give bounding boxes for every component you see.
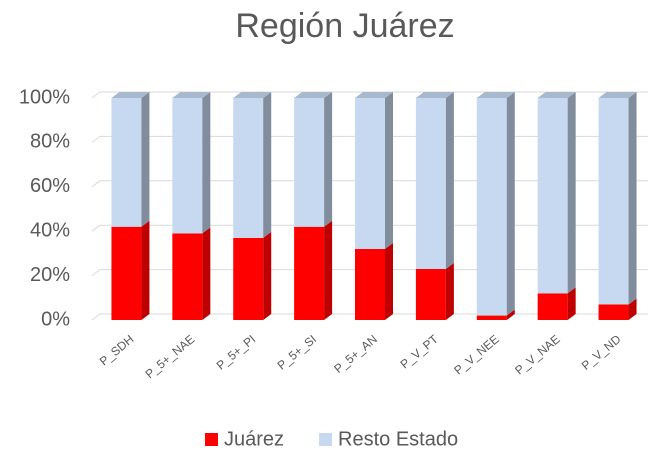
y-tick-label: 80%: [30, 131, 70, 153]
legend-label: Resto Estado: [338, 428, 458, 450]
bar-front: [172, 233, 203, 320]
bar-side: [202, 92, 211, 234]
bar-side: [324, 220, 333, 320]
x-tick-label: P_V_PT: [398, 332, 442, 372]
bar-front: [415, 268, 446, 320]
legend-label: Juárez: [224, 428, 284, 450]
bar-side: [385, 242, 393, 320]
bar-top: [233, 92, 272, 98]
bar-side: [567, 92, 576, 294]
bar-front: [294, 98, 325, 227]
bar-side: [324, 92, 333, 227]
y-tick-label: 100%: [19, 86, 70, 108]
bar-top: [111, 92, 150, 98]
bar-top: [598, 92, 637, 98]
bar-side: [506, 309, 515, 320]
bar-side: [141, 92, 150, 227]
x-tick-label: P_V_NAE: [512, 332, 562, 377]
grid-line: [91, 313, 648, 321]
bar-front: [172, 98, 203, 234]
legend-swatch: [205, 433, 218, 446]
bar-front: [294, 226, 325, 320]
x-tick-label: P_5+_NAE: [143, 332, 198, 381]
x-tick-label: P_V_ND: [579, 332, 624, 373]
bar-side: [567, 287, 576, 320]
bar-side: [628, 92, 637, 305]
x-tick-label: P_V_NEE: [451, 332, 501, 377]
bar-side: [445, 92, 454, 269]
bar-front: [415, 98, 446, 269]
bar-front: [355, 98, 385, 249]
bar-top: [355, 92, 393, 98]
y-tick-label: 20%: [30, 264, 70, 286]
x-tick-label: P_5+_PI: [214, 332, 259, 373]
bar-side: [263, 231, 272, 320]
y-tick-label: 0%: [41, 308, 70, 330]
grid-line: [91, 135, 648, 143]
y-tick-label: 60%: [30, 175, 70, 197]
bar-front: [111, 226, 142, 320]
bar-front: [537, 293, 568, 320]
bar-front: [598, 304, 629, 320]
bar-front: [476, 98, 507, 316]
bar-side: [141, 220, 150, 320]
bar-top: [294, 92, 333, 98]
x-tick-label: P_5+_AN: [331, 332, 380, 376]
bar-top: [415, 92, 454, 98]
grid-line: [91, 224, 648, 232]
grid-line: [91, 180, 648, 188]
bar-front: [537, 98, 568, 294]
x-tick-label: P_5+_SI: [275, 332, 320, 373]
bar-side: [385, 92, 393, 249]
legend-swatch: [319, 433, 333, 446]
bar-front: [476, 315, 507, 320]
bar-front: [598, 98, 629, 305]
bar-side: [628, 298, 637, 320]
bar-side: [506, 92, 515, 316]
bar-front: [233, 237, 264, 320]
x-tick-label: P_SDH: [97, 332, 137, 368]
bar-side: [202, 227, 211, 320]
grid-line: [91, 269, 648, 276]
bar-front: [233, 98, 264, 238]
bar-top: [172, 92, 211, 98]
grid-line: [91, 91, 648, 99]
bar-front: [111, 98, 142, 227]
bar-top: [476, 92, 515, 98]
bar-front: [355, 248, 385, 320]
bar-side: [263, 92, 272, 238]
bar-side: [445, 262, 454, 320]
bar-top: [537, 92, 576, 98]
y-tick-label: 40%: [30, 219, 70, 241]
chart-title: Región Juárez: [235, 7, 454, 45]
